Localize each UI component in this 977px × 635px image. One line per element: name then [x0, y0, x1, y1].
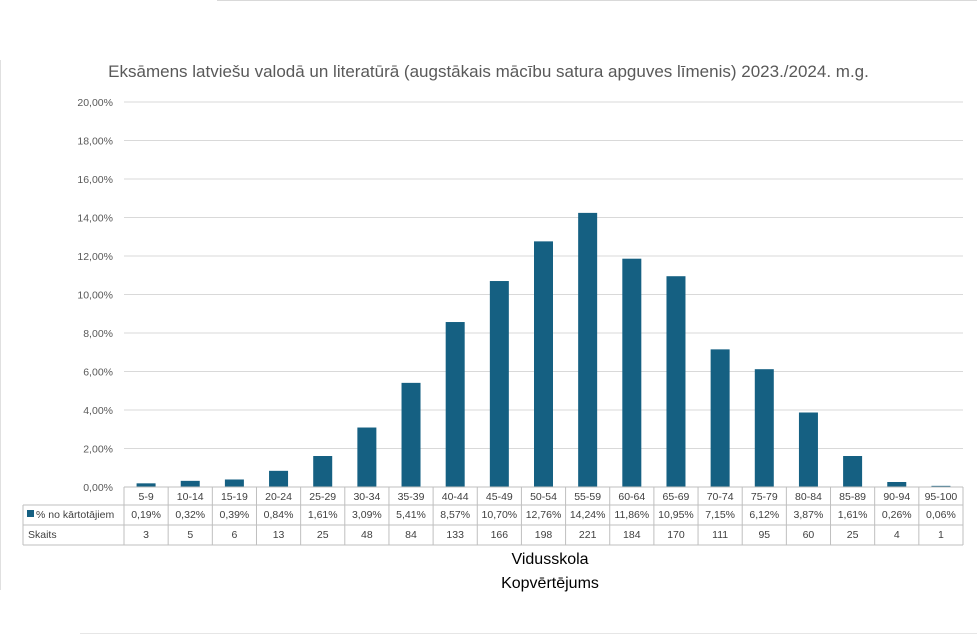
x-tick-label: 35-39: [398, 491, 425, 503]
data-label-percent: 14,24%: [570, 509, 606, 521]
data-label-count: 1: [938, 529, 944, 541]
frame-bottom-line: [80, 633, 977, 634]
y-tick-label: 8,00%: [83, 328, 113, 340]
data-label-percent: 0,26%: [882, 509, 912, 521]
bar: [798, 412, 818, 487]
data-label-count: 111: [712, 529, 728, 541]
x-tick-label: 30-34: [353, 491, 380, 503]
bar: [489, 281, 509, 487]
x-tick-label: 45-49: [486, 491, 513, 503]
bar: [622, 258, 642, 487]
data-label-percent: 7,15%: [705, 509, 735, 521]
bar: [754, 369, 774, 487]
x-tick-label: 25-29: [309, 491, 336, 503]
y-tick-label: 0,00%: [83, 482, 113, 494]
data-label-percent: 10,95%: [658, 509, 694, 521]
bar: [357, 427, 377, 487]
x-tick-label: 75-79: [751, 491, 778, 503]
x-tick-label: 5-9: [138, 491, 153, 503]
data-label-count: 133: [446, 529, 464, 541]
data-label-count: 198: [535, 529, 553, 541]
legend-label: % no kārtotājiem: [36, 509, 114, 521]
data-label-count: 84: [405, 529, 417, 541]
x-tick-label: 70-74: [707, 491, 734, 503]
data-label-count: 3: [143, 529, 149, 541]
data-label-count: 13: [273, 529, 285, 541]
x-tick-label: 40-44: [442, 491, 469, 503]
y-tick-label: 20,00%: [77, 97, 113, 109]
data-label-count: 170: [667, 529, 685, 541]
data-label-percent: 0,19%: [131, 509, 161, 521]
bar: [401, 382, 421, 487]
chart-title: Eksāmens latviešu valodā un literatūrā (…: [108, 62, 869, 81]
bar: [180, 480, 200, 487]
bar: [224, 479, 244, 487]
bar: [710, 349, 730, 487]
y-tick-label: 16,00%: [77, 174, 113, 186]
data-label-percent: 8,57%: [440, 509, 470, 521]
bar: [931, 485, 951, 487]
data-label-count: 4: [894, 529, 900, 541]
x-axis-title-line-2: Kopvērtējums: [501, 575, 599, 592]
y-tick-label: 18,00%: [77, 136, 113, 148]
x-tick-label: 85-89: [839, 491, 866, 503]
x-tick-label: 50-54: [530, 491, 557, 503]
y-tick-label: 2,00%: [83, 444, 113, 456]
bar: [313, 456, 333, 487]
data-label-percent: 6,12%: [749, 509, 779, 521]
data-label-count: 184: [623, 529, 641, 541]
data-label-percent: 12,76%: [526, 509, 562, 521]
x-tick-label: 60-64: [618, 491, 645, 503]
data-label-percent: 0,32%: [175, 509, 205, 521]
table-row-label: Skaits: [28, 529, 57, 541]
data-label-count: 95: [758, 529, 770, 541]
data-label-percent: 5,41%: [396, 509, 426, 521]
bar: [666, 276, 686, 487]
data-label-percent: 3,87%: [794, 509, 824, 521]
x-tick-label: 90-94: [883, 491, 910, 503]
data-label-count: 60: [803, 529, 815, 541]
x-tick-label: 55-59: [574, 491, 601, 503]
x-tick-label: 65-69: [663, 491, 690, 503]
bar: [136, 483, 156, 487]
x-tick-label: 95-100: [925, 491, 958, 503]
data-label-count: 25: [317, 529, 329, 541]
data-label-count: 166: [491, 529, 509, 541]
data-label-count: 25: [847, 529, 859, 541]
y-tick-label: 10,00%: [77, 290, 113, 302]
y-tick-label: 4,00%: [83, 405, 113, 417]
data-label-count: 6: [231, 529, 237, 541]
data-label-percent: 1,61%: [308, 509, 338, 521]
bar: [887, 481, 907, 487]
x-axis-title-line-1: Vidusskola: [511, 551, 589, 568]
y-tick-label: 12,00%: [77, 251, 113, 263]
frame-left-line: [0, 60, 1, 590]
frame-top-line: [217, 0, 977, 1]
data-label-percent: 0,39%: [220, 509, 250, 521]
y-tick-label: 6,00%: [83, 367, 113, 379]
data-label-count: 221: [579, 529, 597, 541]
legend-swatch: [27, 510, 34, 517]
y-tick-label: 14,00%: [77, 213, 113, 225]
data-label-percent: 0,84%: [264, 509, 294, 521]
x-tick-label: 10-14: [177, 491, 204, 503]
data-label-percent: 10,70%: [482, 509, 518, 521]
data-label-percent: 1,61%: [838, 509, 868, 521]
bar: [269, 470, 289, 487]
x-tick-label: 80-84: [795, 491, 822, 503]
data-label-count: 5: [187, 529, 193, 541]
bar: [578, 212, 598, 487]
data-label-percent: 3,09%: [352, 509, 382, 521]
bar: [445, 322, 465, 487]
bar: [534, 241, 553, 487]
data-label-count: 48: [361, 529, 373, 541]
data-label-percent: 11,86%: [614, 509, 649, 521]
x-tick-label: 20-24: [265, 491, 292, 503]
x-tick-label: 15-19: [221, 491, 248, 503]
bar: [843, 456, 863, 487]
data-label-percent: 0,06%: [926, 509, 956, 521]
